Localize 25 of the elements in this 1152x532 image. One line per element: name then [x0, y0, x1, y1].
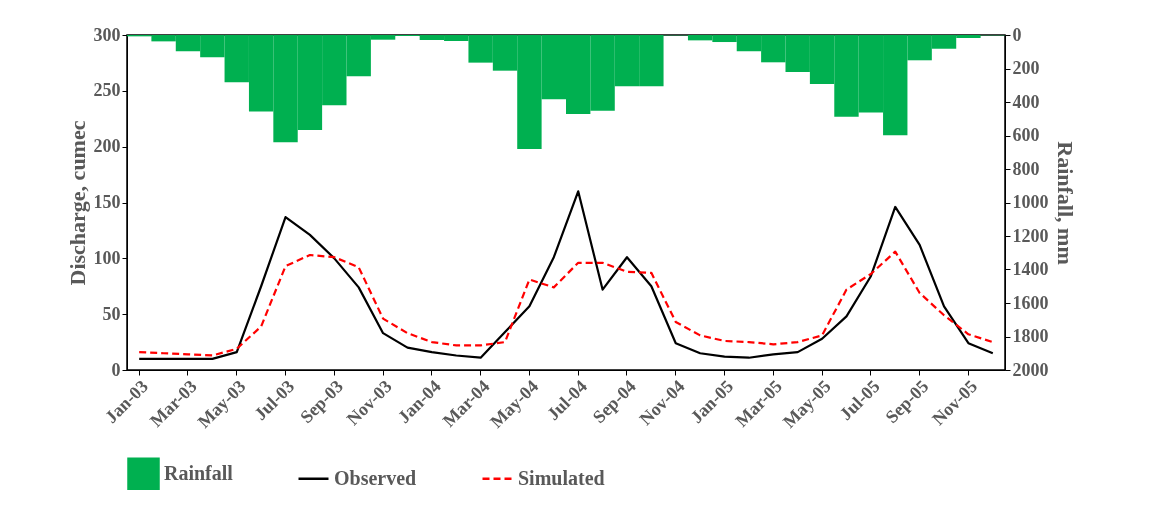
y2-tick-label: 800 — [1012, 158, 1040, 179]
line-series — [138, 250, 994, 357]
legend-label: Simulated — [518, 466, 605, 489]
y2-tick-label: 0 — [1012, 24, 1022, 45]
y-tick-label: 200 — [93, 136, 121, 157]
y-tick-label: 300 — [93, 24, 121, 45]
y2-tick-label: 1400 — [1012, 259, 1049, 279]
y2-tick-label: 200 — [1012, 58, 1040, 78]
y2-tick-label: 1000 — [1012, 192, 1049, 212]
line-series — [138, 190, 994, 360]
y-tick-label: 50 — [102, 303, 121, 324]
y2-tick-label: 400 — [1012, 91, 1040, 112]
y2-tick-label: 1600 — [1012, 292, 1049, 313]
y2-tick-label: 1200 — [1012, 225, 1049, 246]
y-tick-label: 150 — [93, 192, 121, 212]
y2-tick-label: 2000 — [1012, 359, 1049, 380]
y-tick-label: 250 — [93, 80, 121, 101]
y2-axis-title: Rainfall, mm — [1052, 141, 1078, 265]
legend-label: Observed — [334, 466, 417, 489]
legend-label: Rainfall — [164, 461, 234, 484]
y-axis-title: Discharge, cumec — [64, 120, 90, 286]
y2-tick-label: 1800 — [1012, 326, 1049, 346]
y-tick-label: 100 — [93, 247, 121, 268]
y2-tick-label: 600 — [1012, 125, 1040, 145]
y-tick-label: 0 — [111, 359, 121, 380]
